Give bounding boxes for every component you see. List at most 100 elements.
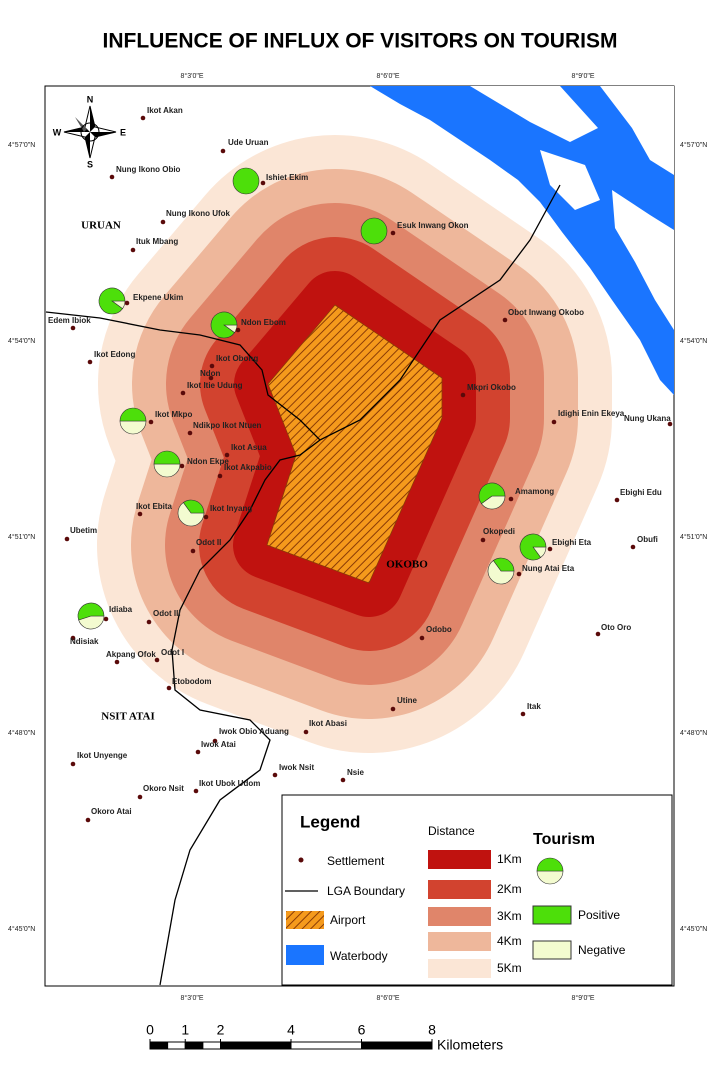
settlement-point	[70, 635, 76, 641]
settlement-point	[516, 571, 522, 577]
settlement-label: Ubetim	[70, 526, 97, 535]
settlement-point	[390, 706, 396, 712]
legend-water-symbol	[286, 945, 324, 965]
settlement-label: Ikot Ebita	[136, 502, 173, 511]
river	[370, 86, 674, 395]
settlement-point	[520, 711, 526, 717]
legend-distance-swatch	[428, 850, 491, 869]
settlement-label: Ikot Itie Udung	[187, 381, 243, 390]
coord-label: 4°54'0"N	[8, 337, 35, 345]
coord-label: 4°45'0"N	[8, 925, 35, 933]
settlement-point	[508, 496, 514, 502]
legend-pie-positive	[536, 857, 564, 872]
settlement-label: Ikot Abasi	[309, 719, 347, 728]
legend-label: Airport	[330, 913, 366, 927]
legend-positive-symbol	[532, 905, 572, 925]
settlement-point	[390, 230, 396, 236]
legend-label: Positive	[578, 908, 620, 922]
pie-positive	[210, 311, 238, 339]
settlement-point	[193, 788, 199, 794]
settlement-point	[103, 616, 109, 622]
settlement-label: Nung Ikono Ufok	[166, 209, 231, 218]
region-label: NSIT ATAI	[101, 711, 155, 723]
legend-pie-negative	[536, 870, 564, 885]
scale-label: 8	[428, 1022, 436, 1038]
settlement-label: Oto Oro	[601, 623, 631, 632]
pie-positive	[98, 287, 126, 315]
settlement-point	[148, 419, 154, 425]
settlement-point	[614, 497, 620, 503]
legend-airport-symbol	[286, 911, 324, 929]
legend-label: 5Km	[497, 961, 522, 975]
legend-label: LGA Boundary	[327, 884, 405, 898]
settlement-label: Ude Uruan	[228, 138, 269, 147]
region-label: OKOBO	[386, 559, 428, 571]
coord-label: 8°3'0"E	[181, 994, 204, 1002]
distance-buffers	[97, 135, 612, 753]
legend-subtitle: Tourism	[533, 831, 595, 848]
settlement-label: Odot I	[161, 648, 184, 657]
settlement-point	[190, 548, 196, 554]
pie-positive	[360, 217, 388, 245]
pie-positive	[182, 499, 205, 514]
region-label: URUAN	[81, 220, 121, 232]
scale-label: 0	[146, 1022, 154, 1038]
coord-label: 4°54'0"N	[680, 337, 707, 345]
settlement-point	[114, 659, 120, 665]
settlement-label: Nung Ukana	[624, 414, 671, 423]
coord-label: 8°6'0"E	[377, 72, 400, 80]
pie-positive	[478, 482, 506, 505]
pie-negative	[481, 495, 506, 510]
settlement-point	[303, 729, 309, 735]
settlement-point	[460, 392, 466, 398]
settlement-point	[212, 738, 218, 744]
coord-label: 8°6'0"E	[377, 994, 400, 1002]
pie-positive	[232, 167, 260, 195]
settlement-label: Ndisiak	[70, 637, 99, 646]
legend-negative-symbol	[532, 940, 572, 960]
coord-label: 4°51'0"N	[680, 533, 707, 541]
settlement-label: Ikot Unyenge	[77, 751, 128, 760]
scale-segment	[149, 1041, 169, 1050]
coord-label: 4°48'0"N	[8, 729, 35, 737]
settlement-point	[70, 325, 76, 331]
legend-pie-symbol	[536, 857, 564, 885]
title: INFLUENCE OF INFLUX OF VISITORS ON TOURI…	[103, 30, 618, 53]
coord-label: 4°48'0"N	[680, 729, 707, 737]
settlement-label: Itak	[527, 702, 541, 711]
settlement-label: Ndon Ekpe	[187, 457, 229, 466]
settlements: Ikot Akan Ude Uruan Ishiet Ekim Nung Ikono …	[48, 106, 673, 823]
scale-segment	[361, 1041, 433, 1050]
settlement-point	[180, 390, 186, 396]
settlement-point	[146, 619, 152, 625]
legend-subtitle: Distance	[428, 824, 475, 838]
island	[540, 150, 600, 210]
settlement-label: Iwok Atai	[201, 740, 236, 749]
settlement-label: Ndikpo Ikot Ntuen	[193, 421, 262, 430]
settlement-point	[195, 749, 201, 755]
pie-positive	[153, 450, 181, 465]
island	[470, 86, 598, 142]
pie-negative	[153, 463, 181, 478]
settlement-label: Nung Atai Eta	[522, 564, 575, 573]
settlement-point	[667, 421, 673, 427]
settlement-label: Ikot Inyang	[210, 504, 252, 513]
settlement-point	[179, 463, 185, 469]
settlement-label: Obufi	[637, 535, 658, 544]
airport	[266, 304, 443, 584]
settlement-point	[124, 300, 130, 306]
settlement-point	[187, 430, 193, 436]
coord-label: 8°9'0"E	[572, 72, 595, 80]
coord-label: 8°3'0"E	[181, 72, 204, 80]
settlement-label: Okopedi	[483, 527, 515, 536]
settlement-label: Nsie	[347, 768, 364, 777]
settlement-point	[217, 473, 223, 479]
settlement-label: Okoro Nsit	[143, 784, 184, 793]
pie-negative	[78, 615, 105, 630]
settlement-label: Odot III	[153, 609, 181, 618]
waterbody	[370, 86, 674, 395]
coord-label: 4°57'0"N	[8, 141, 35, 149]
boundaries	[45, 184, 561, 986]
settlement-label: Edem Ibiok	[48, 316, 91, 325]
